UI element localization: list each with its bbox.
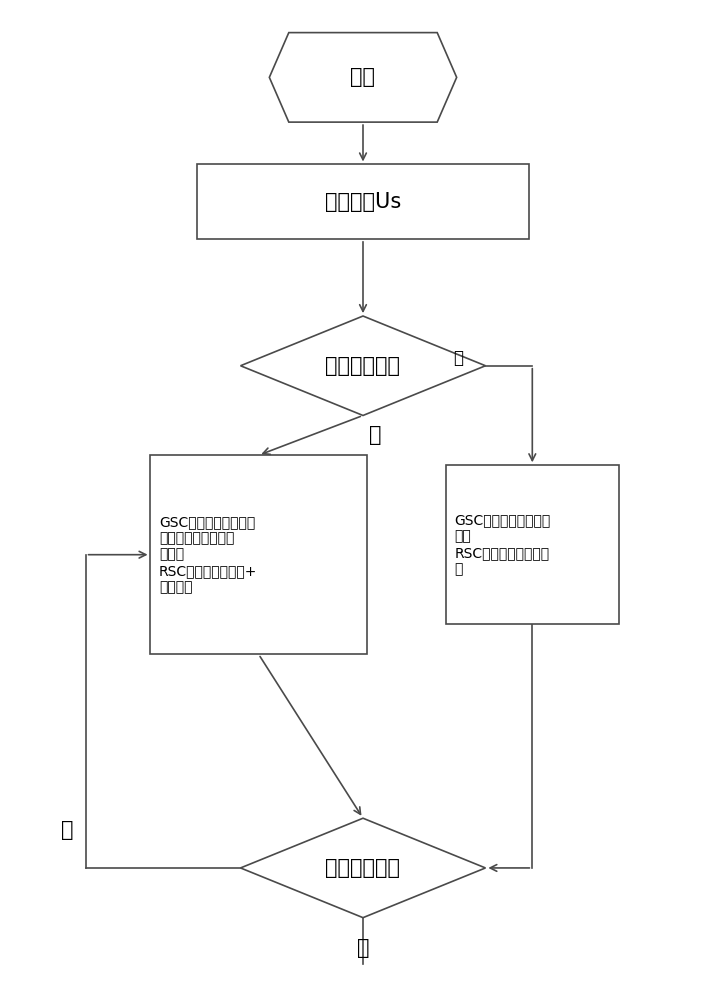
Text: GSC：优先控制母线电
压，并吸收部分无功
功率；
RSC：无功支持模式+
灭磁模式: GSC：优先控制母线电 压，并吸收部分无功 功率； RSC：无功支持模式+ 灭磁… (159, 515, 258, 594)
Polygon shape (240, 316, 486, 415)
Text: GSC：单位功率因数控
制；
RSC：最大功率追踪模
式: GSC：单位功率因数控 制； RSC：最大功率追踪模 式 (454, 513, 551, 576)
Text: 开始: 开始 (351, 67, 375, 87)
Polygon shape (240, 818, 486, 918)
Text: 是: 是 (62, 820, 74, 840)
Text: 否: 否 (356, 938, 370, 958)
Text: 高电压故障？: 高电压故障？ (325, 356, 401, 376)
Polygon shape (269, 33, 457, 122)
Text: 是: 是 (369, 425, 381, 445)
Text: 否: 否 (453, 349, 463, 367)
Text: 实时检测Us: 实时检测Us (325, 192, 401, 212)
FancyBboxPatch shape (197, 164, 529, 239)
Text: 高电压故障？: 高电压故障？ (325, 858, 401, 878)
FancyBboxPatch shape (446, 465, 619, 624)
FancyBboxPatch shape (150, 455, 367, 654)
